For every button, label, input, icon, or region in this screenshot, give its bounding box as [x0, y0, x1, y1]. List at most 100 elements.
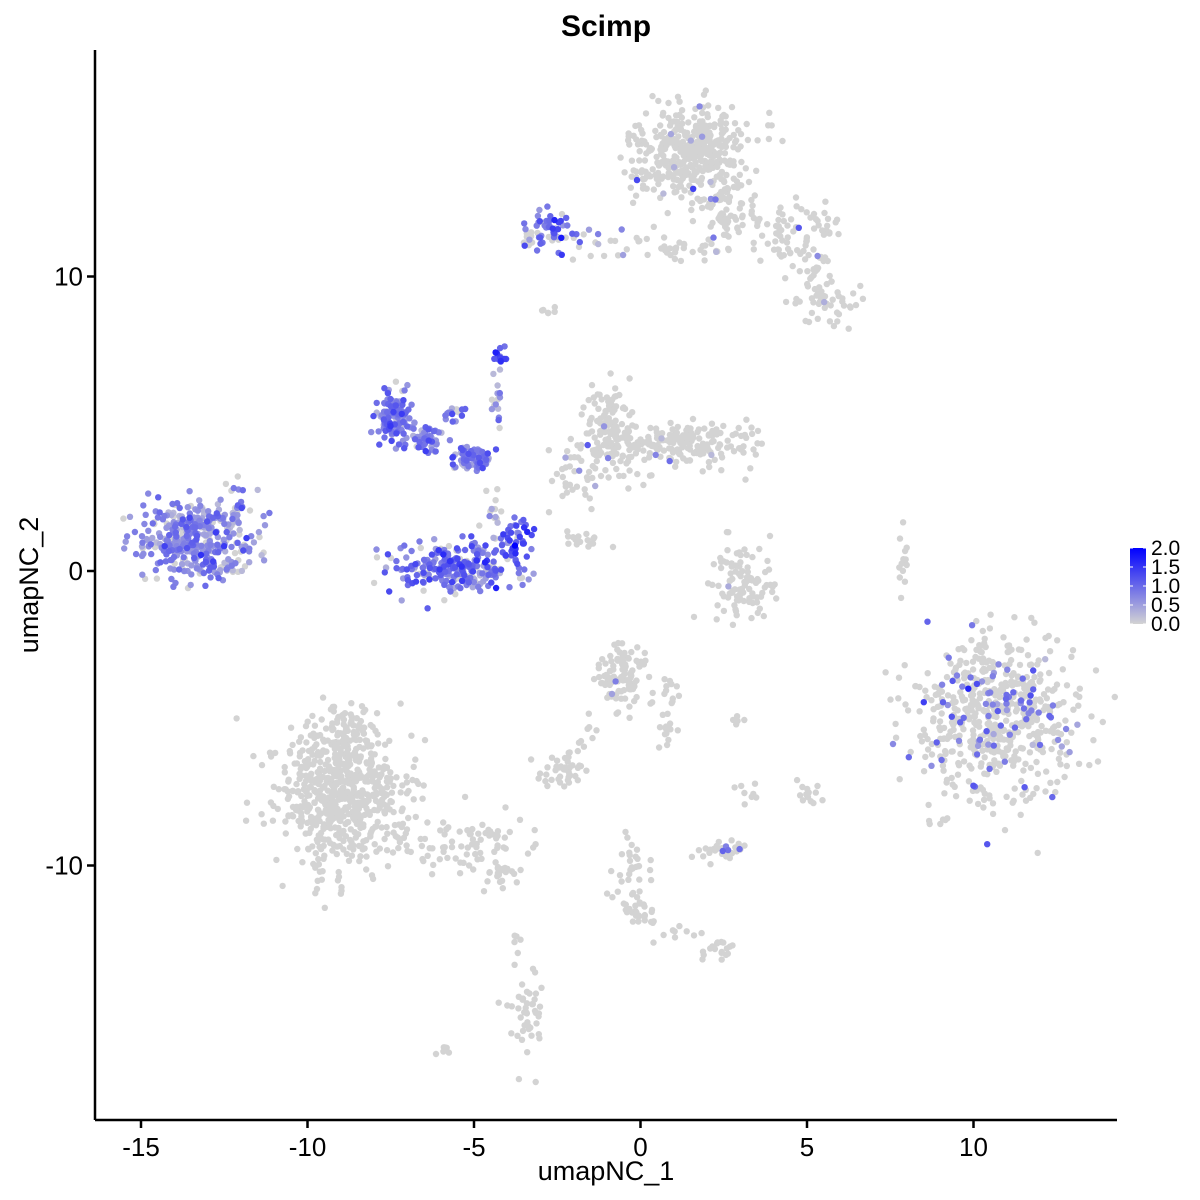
cell-point	[796, 792, 804, 799]
cell-point	[342, 736, 349, 744]
cell-point	[702, 242, 709, 249]
cell-point	[718, 210, 725, 217]
cell-point	[924, 670, 931, 677]
cell-point	[506, 828, 513, 836]
cell-point	[674, 93, 682, 101]
cell-point	[1054, 637, 1061, 644]
cell-point	[746, 585, 753, 593]
cell-point	[852, 301, 860, 309]
cell-point	[731, 784, 738, 791]
cell-point	[352, 834, 359, 841]
cell-point	[774, 246, 782, 253]
cell-point	[624, 834, 631, 841]
cell-point	[361, 797, 368, 805]
cell-point	[728, 837, 735, 844]
cell-point	[292, 805, 299, 812]
cell-point	[737, 200, 745, 207]
cell-point	[960, 758, 968, 765]
cell-point	[743, 120, 750, 128]
expressing-cell-point	[461, 546, 469, 554]
cell-point	[1018, 777, 1025, 785]
expressing-cell-point	[939, 699, 947, 706]
cell-point	[724, 437, 731, 444]
cell-point	[358, 843, 365, 850]
cell-point	[629, 199, 637, 206]
cell-point	[614, 657, 622, 664]
expressing-cell-point	[530, 570, 537, 577]
cell-point	[371, 841, 378, 848]
cell-point	[718, 143, 726, 150]
expressing-cell-point	[997, 722, 1004, 729]
cell-point	[907, 748, 914, 756]
expressing-cell-point	[392, 402, 400, 409]
cell-point	[633, 908, 640, 916]
cell-point	[826, 272, 833, 280]
cell-point	[353, 736, 360, 744]
cell-point	[353, 808, 360, 815]
cell-point	[580, 231, 587, 238]
cell-point	[811, 285, 819, 293]
expressing-cell-point	[410, 425, 417, 432]
expressing-cell-point	[462, 405, 469, 413]
cell-point	[634, 863, 642, 870]
expressing-cell-point	[1027, 692, 1034, 699]
cell-point	[725, 198, 733, 206]
expressing-cell-point	[1001, 758, 1008, 765]
cell-point	[718, 948, 725, 956]
expressing-cell-point	[425, 571, 432, 578]
expressing-cell-point	[976, 736, 984, 743]
expressing-cell-point	[488, 405, 496, 413]
cell-point	[587, 252, 594, 260]
colorbar-legend: 2.01.51.00.50.0	[1130, 537, 1180, 636]
cell-point	[1000, 634, 1007, 641]
cell-point	[250, 752, 257, 760]
expressing-cell-point	[381, 385, 388, 392]
cell-point	[711, 945, 719, 953]
cell-point	[586, 724, 593, 731]
expressing-cell-point	[228, 562, 235, 569]
cell-point	[754, 137, 761, 144]
expressing-cell-point	[203, 550, 210, 557]
cell-point	[924, 746, 932, 753]
cell-point	[346, 796, 353, 804]
cell-point	[312, 819, 319, 826]
cell-point	[732, 216, 740, 223]
expressing-cell-point	[226, 534, 233, 541]
cell-point	[895, 695, 902, 702]
cell-point	[1069, 647, 1077, 654]
expressing-cell-point	[149, 534, 156, 542]
cell-point	[626, 375, 633, 382]
cell-point	[669, 927, 677, 934]
cell-point	[403, 842, 410, 849]
cell-point	[1003, 717, 1010, 724]
cell-point	[1055, 755, 1063, 763]
cell-point	[356, 743, 363, 751]
expressing-cell-point	[488, 579, 495, 586]
cell-point	[548, 776, 555, 783]
cell-point	[631, 697, 638, 705]
expressing-cell-point	[795, 224, 802, 231]
expressing-cell-point	[652, 451, 659, 459]
expressing-cell-point	[171, 523, 179, 530]
cell-point	[375, 740, 382, 747]
cell-point	[399, 782, 406, 789]
cell-point	[319, 694, 327, 701]
expressing-cell-point	[149, 520, 156, 527]
expressing-cell-point	[1020, 705, 1028, 712]
cell-point	[298, 772, 305, 779]
cell-point	[297, 734, 305, 741]
cell-point	[745, 178, 753, 186]
cell-point	[321, 738, 328, 745]
cell-point	[1008, 757, 1015, 764]
expressing-cell-point	[698, 133, 706, 140]
x-tick-label: -15	[122, 1132, 160, 1162]
cell-point	[727, 570, 734, 577]
expressing-cell-point	[449, 418, 456, 425]
expressing-cell-point	[202, 532, 210, 539]
expressing-cell-point	[157, 533, 164, 540]
cell-point	[629, 422, 636, 429]
cell-point	[623, 246, 630, 253]
cell-point	[295, 788, 302, 795]
cell-point	[698, 929, 705, 937]
expressing-cell-point	[511, 542, 519, 549]
